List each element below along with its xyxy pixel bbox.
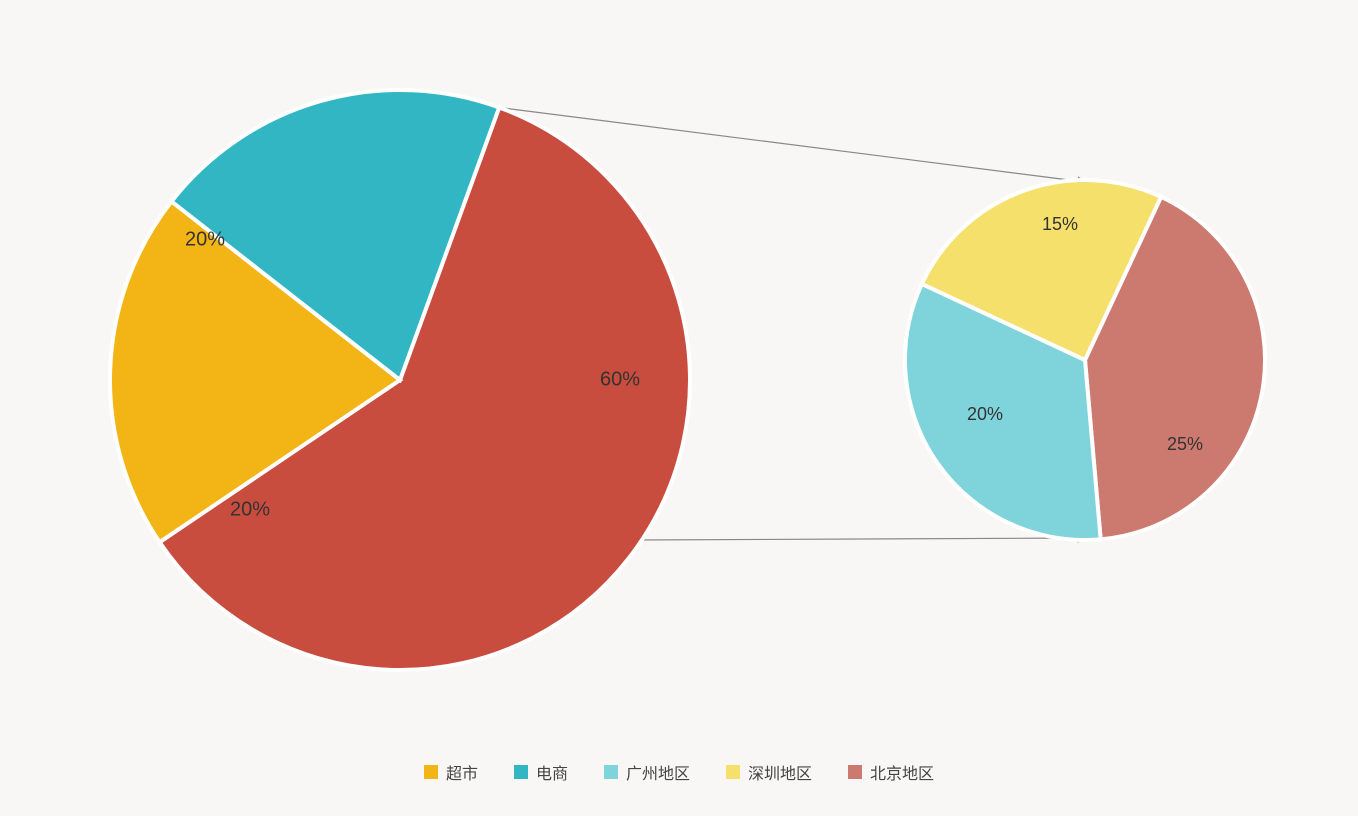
main-pie-label-supermarket: 20% [230,498,270,520]
sub-pie-label-guangzhou: 20% [967,404,1003,424]
legend-item-4: 北京地区 [848,760,934,784]
pie-of-pie-chart: 60% 20% 20% 25% 20% 15% 超市 电商 广州地区 深圳地区 北京地区 [0,0,1358,816]
main-pie: 60% 20% 20% [110,90,690,670]
legend-item-2: 广州地区 [604,760,690,784]
legend-label-0: 超市 [446,760,478,784]
sub-pie-label-beijing: 25% [1167,434,1203,454]
legend-item-1: 电商 [514,760,568,784]
sub-pie-label-shenzhen: 15% [1042,214,1078,234]
legend-item-0: 超市 [424,760,478,784]
legend-swatch-4 [848,765,862,779]
legend: 超市 电商 广州地区 深圳地区 北京地区 [0,760,1358,784]
legend-swatch-3 [726,765,740,779]
legend-label-3: 深圳地区 [748,760,812,784]
legend-swatch-1 [514,765,528,779]
legend-swatch-2 [604,765,618,779]
legend-label-2: 广州地区 [626,760,690,784]
legend-swatch-0 [424,765,438,779]
legend-item-3: 深圳地区 [726,760,812,784]
legend-label-4: 北京地区 [870,760,934,784]
main-pie-label-offline: 60% [600,368,640,390]
main-pie-label-ecommerce: 20% [185,228,225,250]
legend-label-1: 电商 [536,760,568,784]
sub-pie: 25% 20% 15% [905,180,1265,540]
chart-svg: 60% 20% 20% 25% 20% 15% [0,0,1358,816]
